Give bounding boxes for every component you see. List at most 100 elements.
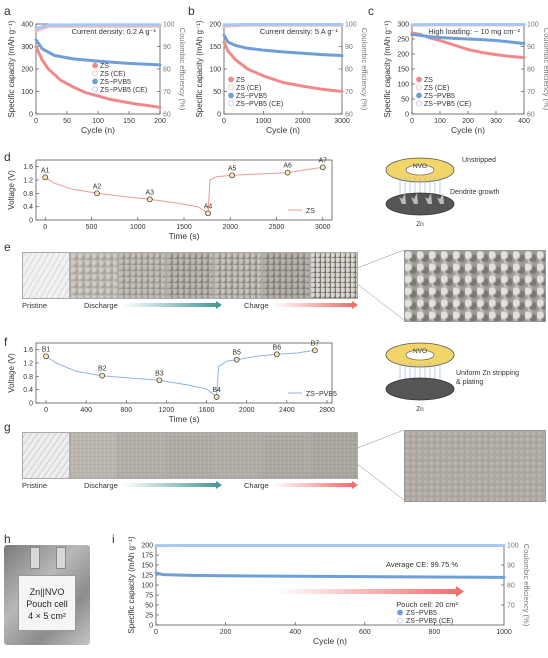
chart-f-frame bbox=[35, 342, 333, 404]
chart-i-ytick-label: 200 bbox=[141, 543, 153, 550]
panel-letter-h: h bbox=[4, 532, 11, 546]
schematic-f-note: Uniform Zn stripping bbox=[456, 370, 519, 377]
chart-f-xtick-label: 800 bbox=[120, 407, 132, 414]
chart-a-series-3 bbox=[34, 23, 162, 30]
chart-d-xtick-label: 3000 bbox=[315, 224, 331, 231]
chart-f-ytick-label: 1.6 bbox=[23, 347, 33, 354]
chart-b-legend-label: ZS (CE) bbox=[236, 85, 261, 92]
chart-a-xtick-label: 150 bbox=[123, 118, 135, 125]
chart-c-y2tick-label: 70 bbox=[527, 89, 535, 96]
strip-e-stage-charge: Charge bbox=[244, 301, 269, 310]
chart-a-legend-label: ZS bbox=[100, 63, 109, 70]
chart-f-ytick-label: 0.8 bbox=[23, 374, 33, 381]
chart-a-y2tick-label: 70 bbox=[163, 89, 171, 96]
chart-i-ytick-label: 150 bbox=[141, 563, 153, 570]
micrograph-b3 bbox=[118, 432, 166, 479]
chart-c-y2tick-label: 80 bbox=[527, 67, 535, 74]
chart-d-xlabel: Time (s) bbox=[169, 231, 200, 241]
strip-g-discharge-arrow bbox=[122, 483, 216, 487]
chart-b-ytick-label: 200 bbox=[209, 22, 221, 29]
chart-c-y2tick-label: 100 bbox=[527, 22, 539, 29]
chart-f-xtick-label: 400 bbox=[80, 407, 92, 414]
chart-b-legend-label: ZS−PVB5 bbox=[236, 93, 267, 100]
chart-i-legend-label: ZS−PVB5 (CE) bbox=[406, 618, 453, 625]
chart-f-point-B3 bbox=[156, 377, 163, 384]
chart-a-frame bbox=[35, 23, 161, 115]
strip-e-zoom-line bbox=[351, 249, 405, 271]
chart-d-xtick-label: 1500 bbox=[176, 224, 192, 231]
schematic-d-cathode-hole bbox=[405, 164, 435, 176]
chart-i-xtick-label: 200 bbox=[220, 629, 232, 636]
chart-a-ytick-label: 300 bbox=[21, 44, 33, 51]
chart-i-ytick-label: 25 bbox=[145, 613, 153, 620]
chart-i-y2tick-label: 100 bbox=[507, 543, 519, 550]
strip-g-stage-discharge: Discharge bbox=[84, 481, 118, 490]
chart-d-point-A1 bbox=[42, 174, 49, 181]
schematic-d-dendrite bbox=[399, 193, 406, 204]
chart-i-ytick-label: 100 bbox=[141, 583, 153, 590]
chart-f-point-label-B1: B1 bbox=[42, 346, 51, 353]
strip-e-charge-arrowhead bbox=[352, 301, 358, 309]
schematic-d-dendrite bbox=[425, 193, 432, 204]
chart-f-xtick-label: 2400 bbox=[279, 407, 295, 414]
schematic-f: NVO Zn Uniform Zn stripping & plating bbox=[385, 342, 519, 413]
chart-d: 0 500 1000 1500 2000 2500 3000 0 0.4 0.8 1.2 1.6 Tim… bbox=[7, 157, 333, 241]
chart-c-xlabel: Cycle (n) bbox=[451, 125, 485, 135]
chart-d-xtick-label: 0 bbox=[43, 224, 47, 231]
chart-i-legend-label: ZS−PVB5 bbox=[406, 610, 437, 617]
chart-f-ytick-label: 0.4 bbox=[23, 387, 33, 394]
schematic-d-anode-label: Zn bbox=[416, 221, 424, 228]
chart-d-point-A3 bbox=[146, 196, 153, 203]
pouch-cell-photo: Zn||NVO Pouch cell 4 × 5 cm² bbox=[4, 545, 90, 645]
chart-d-xtick-label: 2500 bbox=[269, 224, 285, 231]
chart-c-xtick-label: 100 bbox=[434, 118, 446, 125]
chart-a-ytick-label: 0 bbox=[29, 112, 33, 119]
chart-f-point-label-B4: B4 bbox=[212, 387, 221, 394]
micrograph-a4 bbox=[166, 252, 214, 299]
panel-letter-a: a bbox=[4, 4, 11, 18]
chart-f-legend-label: ZS−PVB5 bbox=[306, 391, 337, 398]
chart-f-ylabel: Voltage (V) bbox=[7, 353, 16, 393]
chart-b-ylabel: Specific capacity (mAh g⁻¹) bbox=[195, 20, 204, 117]
micrograph-a1 bbox=[22, 252, 70, 299]
chart-b-ytick-label: 150 bbox=[209, 44, 221, 51]
chart-a-y2tick-label: 60 bbox=[163, 112, 171, 119]
chart-d-ytick-label: 0 bbox=[29, 218, 33, 225]
chart-b-legend-label: ZS bbox=[236, 77, 245, 84]
chart-d-point-A7 bbox=[319, 164, 326, 171]
micrograph-b6 bbox=[262, 432, 310, 479]
strip-g-discharge-arrowhead bbox=[216, 481, 222, 489]
chart-a-y2tick-label: 100 bbox=[163, 22, 175, 29]
chart-f-point-label-B5: B5 bbox=[232, 350, 241, 357]
strip-e-charge-arrow bbox=[272, 303, 352, 307]
chart-d-point-label-A1: A1 bbox=[41, 167, 50, 174]
chart-f-xtick-label: 2000 bbox=[239, 407, 255, 414]
chart-a-y2tick-label: 90 bbox=[163, 44, 171, 51]
chart-a-xtick-label: 0 bbox=[34, 118, 38, 125]
chart-c-legend-label: ZS bbox=[424, 77, 433, 84]
chart-b-ytick-label: 50 bbox=[213, 89, 221, 96]
chart-c-ytick-label: 0 bbox=[405, 112, 409, 119]
chart-a-legend-marker bbox=[92, 86, 98, 93]
chart-c-xtick-label: 200 bbox=[462, 118, 474, 125]
pouch-tab-left bbox=[30, 547, 40, 569]
chart-d-point-label-A4: A4 bbox=[204, 203, 213, 210]
chart-a-ytick-label: 100 bbox=[21, 89, 33, 96]
chart-a-xtick-label: 100 bbox=[92, 118, 104, 125]
chart-f-point-label-B2: B2 bbox=[98, 366, 107, 373]
chart-b-ytick-label: 100 bbox=[209, 67, 221, 74]
chart-d-point-label-A2: A2 bbox=[93, 183, 102, 190]
chart-i-y2label: Coulombic efficiency (%) bbox=[522, 544, 531, 627]
chart-i-legend-marker bbox=[397, 617, 403, 624]
chart-a-xtick-label: 200 bbox=[154, 118, 166, 125]
chart-a-series-2 bbox=[34, 38, 162, 67]
chart-i-progress-arrow bbox=[276, 589, 456, 594]
micrograph-b5 bbox=[214, 432, 262, 479]
chart-c-ytick-label: 150 bbox=[397, 67, 409, 74]
panel-letter-e: e bbox=[4, 240, 11, 254]
pouch-label: Zn||NVO Pouch cell 4 × 5 cm² bbox=[18, 575, 76, 631]
schematic-f-cathode-label: NVO bbox=[413, 348, 427, 355]
schematic-d: NVO Zn Unstripped Dendrite growth bbox=[385, 157, 500, 228]
chart-i-y2tick-label: 80 bbox=[507, 583, 515, 590]
strip-g-zoom-line bbox=[351, 429, 405, 451]
